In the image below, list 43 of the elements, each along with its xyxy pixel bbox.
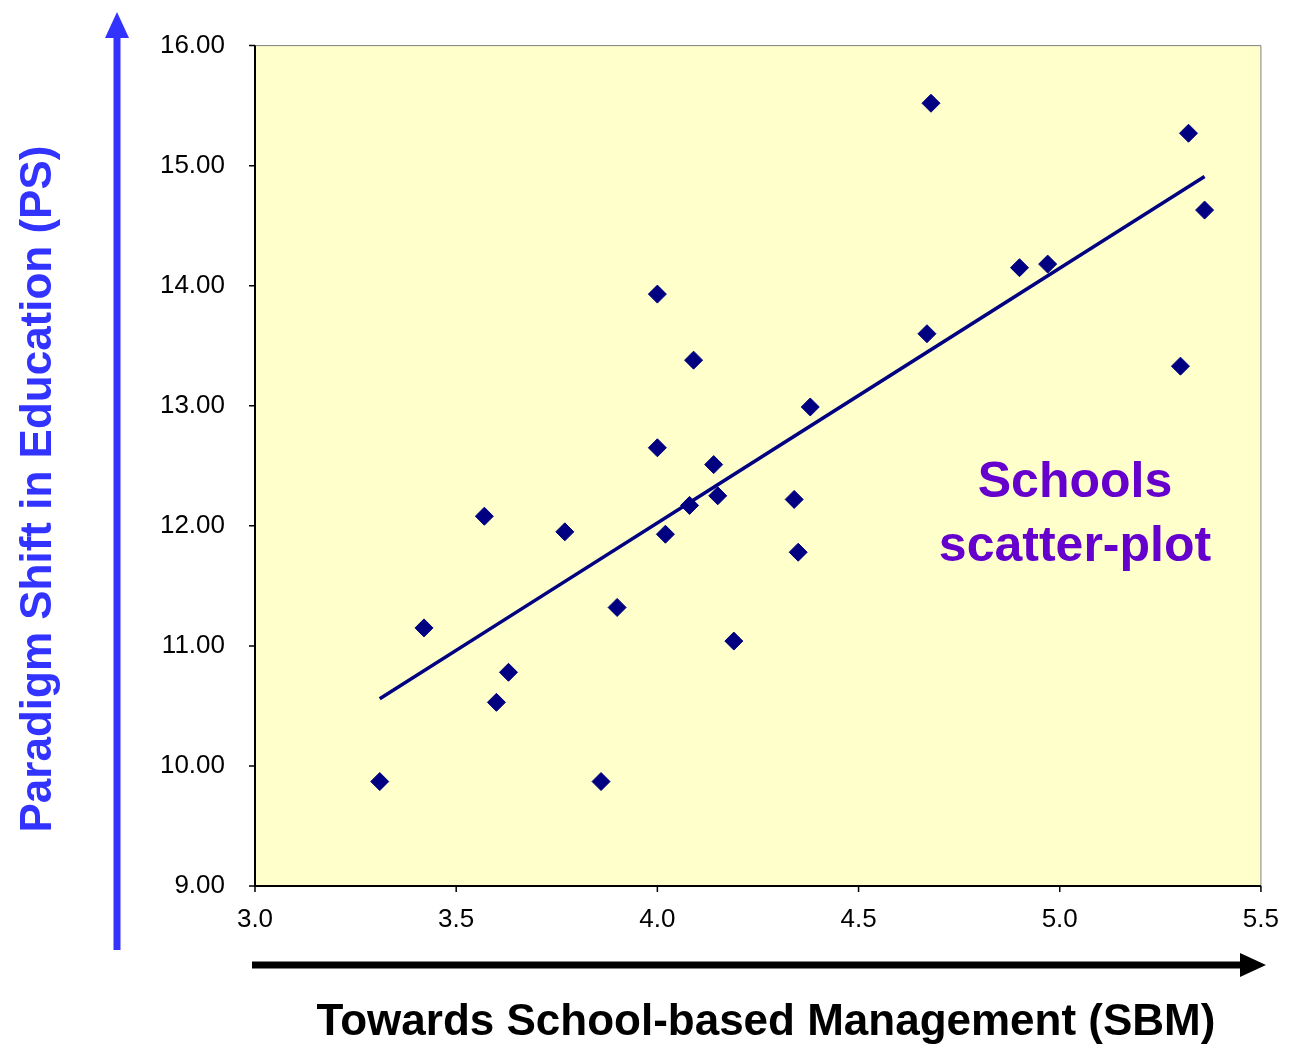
y-tick-label: 13.00 [159, 388, 225, 419]
point [680, 495, 700, 515]
point [370, 772, 390, 792]
point [921, 93, 941, 113]
point [474, 506, 494, 526]
point [498, 662, 518, 682]
point [647, 438, 667, 458]
x-tick-label: 3.0 [236, 902, 274, 933]
point [917, 324, 937, 344]
x-axis-title: Towards School-based Management (SBM) [316, 995, 1216, 1045]
x-tick-label: 4.5 [840, 902, 877, 933]
y-tick-label: 11.00 [161, 629, 225, 660]
point [655, 524, 675, 544]
annotation: Schools scatter-plot [937, 451, 1213, 574]
point [1038, 254, 1058, 274]
point [684, 350, 704, 370]
point [800, 397, 820, 417]
point [647, 284, 667, 304]
point [486, 692, 506, 712]
point [555, 522, 575, 542]
x-tick-label: 4.0 [639, 902, 676, 933]
point [724, 631, 744, 651]
point [1010, 258, 1030, 278]
y-tick-label: 12.00 [159, 509, 225, 539]
point [788, 542, 808, 562]
point [704, 455, 724, 475]
y-tick-label: 14.00 [159, 268, 225, 299]
y-tick-label: 15.00 [159, 148, 225, 179]
y-axis-title: Paradigm Shift in Education (PS) [11, 145, 61, 833]
y-tick-label: 16.00 [159, 28, 225, 59]
point [607, 597, 627, 617]
point [708, 486, 728, 506]
point [1179, 123, 1198, 143]
x-tick-label: 5.5 [1242, 902, 1280, 933]
x-tick-label: 5.0 [1041, 902, 1078, 933]
y-tick-label: 9.00 [174, 869, 225, 900]
point [591, 772, 611, 792]
y-tick-label: 10.00 [159, 749, 225, 780]
point [1170, 356, 1190, 376]
point [414, 618, 434, 638]
x-tick-label: 3.5 [438, 902, 475, 933]
point [1195, 200, 1215, 220]
point [784, 489, 804, 509]
